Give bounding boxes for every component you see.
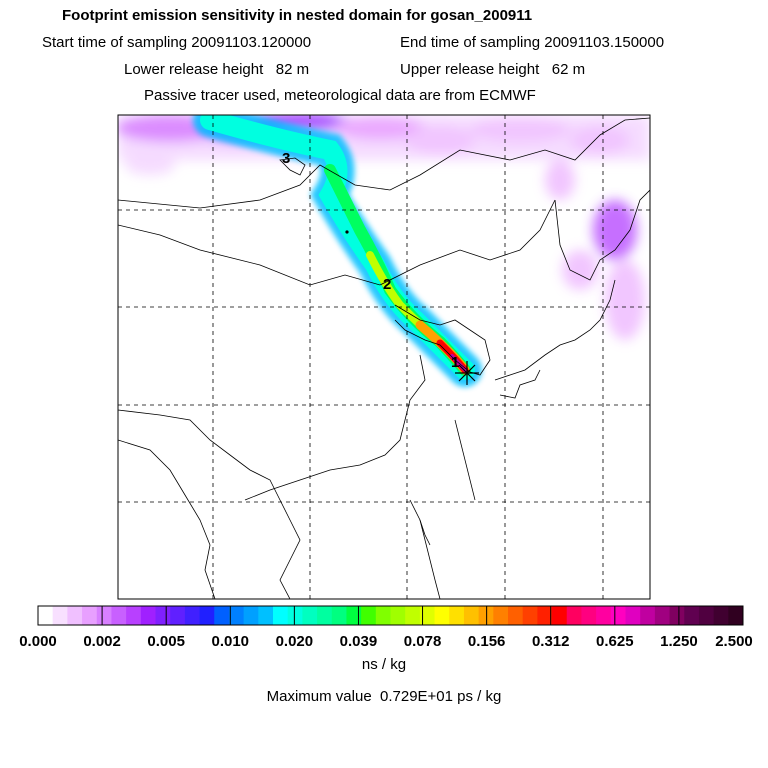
- colorbar-cell: [713, 606, 729, 625]
- colorbar-cell: [566, 606, 582, 625]
- colorbar-tick-label: 0.005: [147, 633, 185, 650]
- colorbar-cell: [684, 606, 700, 625]
- colorbar-cell: [273, 606, 289, 625]
- colorbar-cell: [537, 606, 553, 625]
- colorbar-cell: [728, 606, 744, 625]
- colorbar: 0.000 0.002 0.005 0.010 0.020 0.039 0.078 0.156…: [19, 605, 753, 650]
- colorbar-cell: [375, 606, 391, 625]
- colorbar-cell: [243, 606, 259, 625]
- colorbar-cell: [96, 606, 112, 625]
- grid-lines: [118, 115, 650, 599]
- coastlines: [118, 117, 650, 599]
- colorbar-cell: [155, 606, 171, 625]
- trajectory-label-3: 3: [282, 150, 290, 167]
- trajectory-label-2: 2: [383, 276, 391, 293]
- upper-release-height: Upper release height 62 m: [400, 61, 586, 78]
- colorbar-tick-label: 0.039: [340, 633, 378, 650]
- colorbar-cell: [346, 606, 362, 625]
- colorbar-cell: [390, 606, 406, 625]
- colorbar-cell: [463, 606, 480, 625]
- colorbar-cell: [228, 606, 245, 625]
- map-frame: [117, 114, 651, 600]
- colorbar-cell: [640, 606, 656, 625]
- colorbar-cell: [67, 606, 83, 625]
- colorbar-cell: [522, 606, 538, 625]
- colorbar-tick-label: 0.020: [276, 633, 314, 650]
- sampling-end-time: End time of sampling 20091103.150000: [400, 34, 665, 51]
- colorbar-cell: [170, 606, 186, 625]
- trajectory-point: [345, 230, 349, 234]
- colorbar-cell: [596, 606, 612, 625]
- colorbar-cell: [287, 606, 303, 625]
- colorbar-cell: [214, 606, 230, 625]
- colorbar-cell: [111, 606, 127, 625]
- colorbar-cell: [419, 606, 436, 625]
- lower-release-height: Lower release height 82 m: [124, 61, 310, 78]
- colorbar-unit: ns / kg: [361, 656, 407, 673]
- trajectory-label-1: 1: [451, 354, 459, 371]
- colorbar-frame: [37, 605, 744, 626]
- colorbar-cell: [126, 606, 142, 625]
- colorbar-cell: [508, 606, 524, 625]
- colorbar-tick-label: 0.156: [468, 633, 506, 650]
- colorbar-cell: [669, 606, 685, 625]
- colorbar-cell: [581, 606, 597, 625]
- colorbar-cell: [140, 606, 156, 625]
- colorbar-tick-label: 0.078: [404, 633, 442, 650]
- colorbar-tick-label: 0.000: [19, 633, 57, 650]
- receptor-star-icon: [455, 361, 479, 385]
- colorbar-cell: [317, 606, 333, 625]
- colorbar-tick-label: 0.002: [83, 633, 121, 650]
- colorbar-cell: [698, 606, 715, 625]
- colorbar-cell: [82, 606, 98, 625]
- colorbar-cell: [493, 606, 509, 625]
- colorbar-cell: [449, 606, 465, 625]
- colorbar-tick-labels: 0.000 0.002 0.005 0.010 0.020 0.039 0.078 0.156…: [19, 633, 753, 650]
- plot-title: Footprint emission sensitivity in nested…: [62, 7, 533, 24]
- colorbar-cell: [552, 606, 568, 625]
- colorbar-cell: [38, 606, 54, 625]
- colorbar-cell: [434, 606, 450, 625]
- colorbar-tick-label: 0.312: [532, 633, 570, 650]
- sampling-start-time: Start time of sampling 20091103.120000: [42, 34, 312, 51]
- colorbar-cell: [302, 606, 318, 625]
- colorbar-cell: [654, 606, 671, 625]
- colorbar-cell: [610, 606, 626, 625]
- colorbar-cell: [199, 606, 215, 625]
- colorbar-cell: [331, 606, 347, 625]
- footprint-map: 3 2 1: [117, 114, 651, 600]
- colorbar-cell: [52, 606, 68, 625]
- colorbar-cell: [258, 606, 274, 625]
- tracer-note: Passive tracer used, meteorological data…: [144, 87, 536, 104]
- colorbar-cell: [184, 606, 201, 625]
- colorbar-tick-label: 2.500: [715, 633, 753, 650]
- colorbar-tick-label: 0.010: [211, 633, 249, 650]
- colorbar-tick-label: 1.250: [660, 633, 698, 650]
- colorbar-cell: [405, 606, 421, 625]
- sensitivity-field: [118, 115, 650, 387]
- colorbar-cell: [361, 606, 377, 625]
- colorbar-tick-label: 0.625: [596, 633, 634, 650]
- maximum-value: Maximum value 0.729E+01 ps / kg: [266, 688, 502, 705]
- colorbar-cells: [37, 606, 744, 625]
- colorbar-cell: [625, 606, 641, 625]
